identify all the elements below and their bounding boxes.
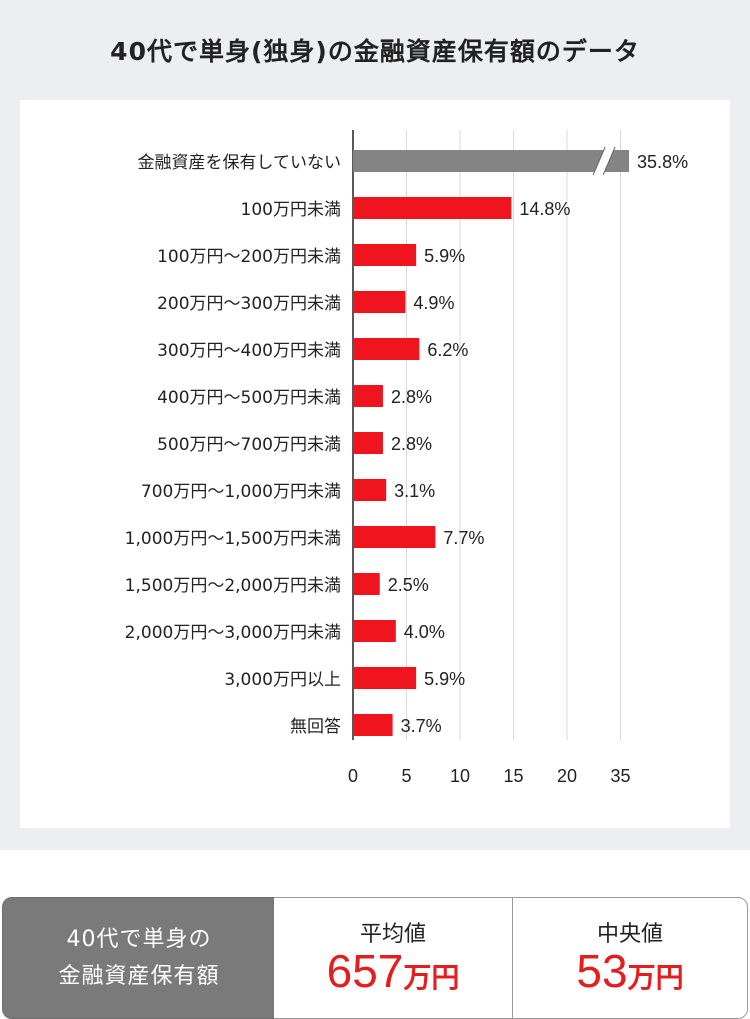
bar: [353, 573, 380, 595]
x-tick-label: 5: [401, 766, 411, 786]
median-value: 53万円: [513, 944, 747, 998]
average-box: 平均値 657万円: [274, 897, 513, 1019]
value-label: 14.8%: [519, 199, 570, 219]
value-label: 3.1%: [394, 481, 435, 501]
value-label: 2.5%: [388, 575, 429, 595]
bar: [353, 432, 383, 454]
value-label: 3.7%: [401, 716, 442, 736]
value-label: 2.8%: [391, 387, 432, 407]
average-heading: 平均値: [359, 922, 426, 947]
x-tick-label: 35: [610, 766, 630, 786]
value-label: 2.8%: [391, 434, 432, 454]
category-label: 1,000万円～1,500万円未満: [125, 529, 341, 549]
value-label: 4.0%: [404, 622, 445, 642]
chart-title: 40代で単身(独身)の金融資産保有額のデータ: [110, 37, 640, 66]
x-tick-label: 20: [557, 766, 577, 786]
summary-table: 40代で単身の 金融資産保有額 平均値 657万円 中央値 53万円: [2, 897, 748, 1019]
value-label: 4.9%: [413, 293, 454, 313]
summary-label-line1: 40代で単身の: [66, 927, 212, 952]
average-value: 657万円: [274, 944, 512, 998]
bar: [353, 714, 393, 736]
median-heading: 中央値: [596, 922, 663, 947]
value-label: 5.9%: [424, 246, 465, 266]
value-label: 7.7%: [443, 528, 484, 548]
plot-area: 0 5 10 15 20 35 金融資産を保有していない 35.8% 100万円未満 14.8% 1…: [20, 100, 730, 828]
bar: [353, 526, 436, 548]
x-tick-label: 15: [503, 766, 523, 786]
median-unit: 万円: [627, 961, 684, 994]
bar: [353, 338, 420, 360]
bar-chart: 0 5 10 15 20 35 金融資産を保有していない 35.8% 100万円未満 14.8% 1…: [125, 130, 688, 786]
bar: [353, 479, 387, 501]
category-label: 500万円～700万円未満: [157, 435, 341, 455]
category-label: 金融資産を保有していない: [138, 153, 342, 173]
category-label: 300万円～400万円未満: [157, 341, 341, 361]
median-box: 中央値 53万円: [512, 897, 748, 1019]
value-label: 6.2%: [427, 340, 468, 360]
category-label: 無回答: [290, 717, 341, 737]
bar: [353, 244, 417, 266]
category-label: 400万円～500万円未満: [157, 388, 341, 408]
average-unit: 万円: [403, 961, 460, 994]
bar: [353, 385, 383, 407]
chart-panel: 40代で単身(独身)の金融資産保有額のデータ 0 5 10 15 20 35 金融資産を保有…: [0, 0, 750, 850]
summary-label-line2: 金融資産保有額: [58, 964, 220, 989]
value-label: 35.8%: [637, 152, 688, 172]
axis-break-mark: [593, 147, 616, 175]
axis-break-line: [592, 146, 606, 176]
category-label: 1,500万円～2,000万円未満: [125, 576, 341, 596]
bar: [353, 150, 630, 172]
x-tick-label: 0: [348, 766, 358, 786]
axis-break-line: [602, 146, 616, 176]
bar: [353, 667, 417, 689]
category-label: 3,000万円以上: [224, 670, 341, 690]
bar: [353, 291, 406, 313]
bar: [353, 620, 396, 642]
median-number: 53: [576, 945, 628, 997]
category-label: 200万円～300万円未満: [157, 294, 341, 314]
summary-label: 40代で単身の 金融資産保有額: [2, 897, 276, 1019]
category-label: 700万円～1,000万円未満: [141, 482, 341, 502]
category-label: 100万円未満: [241, 200, 341, 220]
average-number: 657: [326, 945, 404, 997]
bar: [353, 197, 512, 219]
category-label: 2,000万円～3,000万円未満: [125, 623, 341, 643]
value-label: 5.9%: [424, 669, 465, 689]
category-label: 100万円～200万円未満: [157, 247, 341, 267]
x-tick-label: 10: [450, 766, 470, 786]
